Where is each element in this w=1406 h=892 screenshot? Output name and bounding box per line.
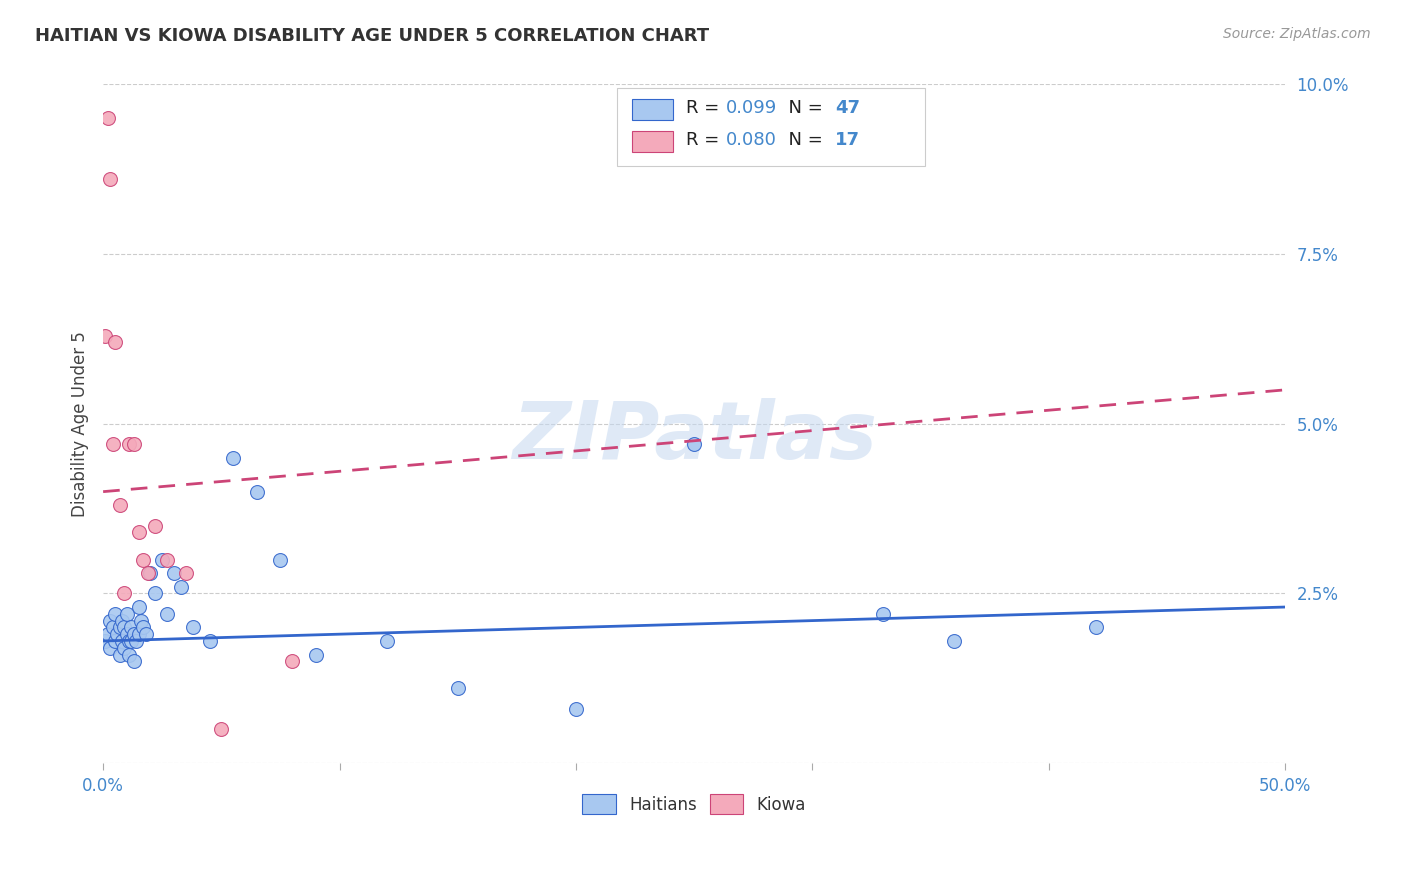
Text: R =: R =	[686, 99, 725, 117]
Text: 47: 47	[835, 99, 860, 117]
Point	[132, 552, 155, 566]
Point	[97, 112, 120, 126]
Y-axis label: Disability Age Under 5: Disability Age Under 5	[72, 331, 89, 516]
Point	[139, 566, 162, 580]
Point	[156, 552, 179, 566]
Point	[163, 566, 186, 580]
Point	[305, 648, 328, 662]
Point	[121, 620, 143, 634]
Point	[112, 620, 135, 634]
Text: Source: ZipAtlas.com: Source: ZipAtlas.com	[1223, 27, 1371, 41]
Point	[198, 634, 221, 648]
Point	[143, 518, 166, 533]
Point	[683, 437, 706, 451]
Point	[122, 437, 145, 451]
Point	[128, 525, 150, 540]
Text: ZIPatlas: ZIPatlas	[512, 399, 877, 476]
Point	[105, 627, 128, 641]
Point	[156, 607, 179, 621]
Point	[209, 722, 232, 736]
Point	[1085, 620, 1108, 634]
Point	[101, 437, 124, 451]
Point	[118, 437, 141, 451]
Point	[94, 328, 117, 343]
Point	[565, 702, 588, 716]
Point	[222, 450, 245, 465]
Point	[115, 627, 138, 641]
Text: N =: N =	[778, 131, 828, 149]
Point	[150, 552, 173, 566]
Point	[125, 634, 148, 648]
Point	[101, 620, 124, 634]
Point	[112, 586, 135, 600]
Point	[181, 620, 204, 634]
Text: HAITIAN VS KIOWA DISABILITY AGE UNDER 5 CORRELATION CHART: HAITIAN VS KIOWA DISABILITY AGE UNDER 5 …	[35, 27, 709, 45]
Point	[98, 614, 121, 628]
Point	[108, 620, 131, 634]
Point	[447, 681, 470, 696]
Point	[143, 586, 166, 600]
Point	[122, 627, 145, 641]
Point	[108, 648, 131, 662]
Point	[118, 634, 141, 648]
Point	[174, 566, 197, 580]
Point	[118, 648, 141, 662]
Point	[132, 620, 155, 634]
Point	[98, 640, 121, 655]
Text: 17: 17	[835, 131, 860, 149]
Text: R =: R =	[686, 131, 725, 149]
Point	[375, 634, 398, 648]
FancyBboxPatch shape	[631, 130, 673, 153]
Text: 0.080: 0.080	[725, 131, 778, 149]
Text: 0.099: 0.099	[725, 99, 778, 117]
Legend: Haitians, Kiowa: Haitians, Kiowa	[574, 786, 814, 822]
Point	[872, 607, 894, 621]
Point	[112, 640, 135, 655]
Point	[111, 634, 134, 648]
Point	[128, 600, 150, 615]
Point	[269, 552, 291, 566]
Point	[104, 634, 127, 648]
Point	[281, 654, 304, 668]
Point	[129, 614, 152, 628]
Point	[104, 607, 127, 621]
Point	[94, 634, 117, 648]
Point	[108, 498, 131, 512]
FancyBboxPatch shape	[631, 99, 673, 120]
Point	[115, 607, 138, 621]
Point	[135, 627, 157, 641]
Point	[97, 627, 120, 641]
Point	[128, 627, 150, 641]
Point	[104, 335, 127, 350]
Point	[246, 484, 269, 499]
Point	[943, 634, 966, 648]
FancyBboxPatch shape	[617, 87, 925, 166]
Point	[98, 172, 121, 186]
Point	[170, 580, 193, 594]
Point	[136, 566, 159, 580]
Point	[121, 634, 143, 648]
Text: N =: N =	[778, 99, 828, 117]
Point	[111, 614, 134, 628]
Point	[122, 654, 145, 668]
